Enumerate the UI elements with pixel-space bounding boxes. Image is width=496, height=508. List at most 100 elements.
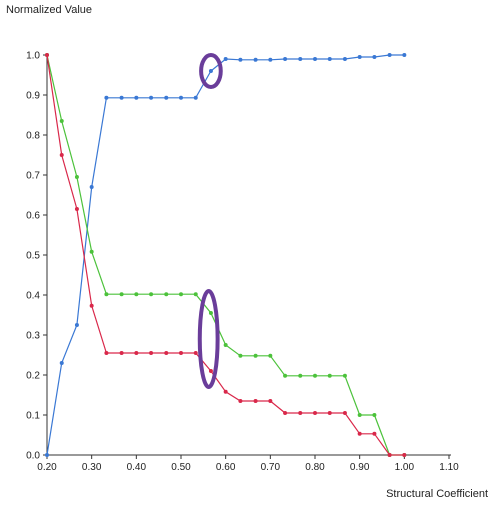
x-axis-title: Structural Coefficient <box>386 488 488 500</box>
series-3-point <box>387 453 392 457</box>
series-3-point <box>327 411 332 415</box>
series-3-point <box>283 411 288 415</box>
series-3-point <box>223 389 228 394</box>
series-1-point <box>179 95 183 100</box>
y-tick-label: 0.4 <box>26 291 40 302</box>
series-2-point <box>372 413 377 417</box>
series-1-point <box>253 57 258 62</box>
series-group <box>45 53 407 457</box>
series-line-1 <box>46 54 405 456</box>
series-1-point <box>223 57 228 61</box>
series-1-point <box>208 69 213 73</box>
y-tick-label: 0.3 <box>26 331 40 342</box>
series-3-point <box>208 369 213 373</box>
series-2-point <box>238 353 243 358</box>
series-1-point <box>283 57 288 61</box>
annotations-group <box>197 53 223 389</box>
series-1-point <box>134 95 139 100</box>
series-2-point <box>223 343 228 347</box>
series-3-point <box>357 431 362 436</box>
series-2-point <box>268 353 273 358</box>
series-3-point <box>238 399 243 403</box>
series-3-point <box>342 411 347 415</box>
series-1-point <box>149 95 154 100</box>
series-3-point <box>134 351 139 355</box>
series-2-point <box>313 373 317 378</box>
series-2-point <box>253 353 258 358</box>
series-3-point <box>164 351 169 355</box>
axes: 0.20 0.30 0.40 0.50 0.60 0.70 0.80 0.90 1.00 1.10… <box>26 51 459 474</box>
x-tick-label: 0.20 <box>37 462 57 473</box>
series-2-point <box>179 292 183 297</box>
series-3-point <box>402 453 407 457</box>
series-2-point <box>119 292 124 297</box>
x-tick-label: 1.10 <box>439 462 459 473</box>
series-3-point <box>179 351 183 355</box>
series-1-point <box>164 95 169 100</box>
series-2-point <box>89 249 94 254</box>
series-1-point <box>268 57 273 62</box>
series-2-point <box>74 175 79 179</box>
series-1-point <box>104 95 109 100</box>
series-1-point <box>119 95 124 100</box>
series-1-point <box>402 53 407 57</box>
series-2-point <box>208 311 213 315</box>
series-3-point <box>298 411 303 415</box>
highlight-ellipse <box>197 289 220 389</box>
highlight-ellipse <box>199 53 223 89</box>
x-tick-label: 0.40 <box>127 462 147 473</box>
series-line-3 <box>46 54 405 456</box>
series-2-point <box>298 373 303 378</box>
series-3-point <box>104 351 109 355</box>
y-tick-label: 0.0 <box>26 451 40 462</box>
y-tick-label: 1.0 <box>26 51 40 62</box>
series-1-point <box>45 453 49 457</box>
y-tick-label: 0.6 <box>26 211 40 222</box>
series-1-point <box>313 57 317 61</box>
y-tick-label: 0.7 <box>26 171 40 182</box>
series-1-point <box>298 57 303 61</box>
x-tick-label: 0.70 <box>261 462 281 473</box>
series-3-point <box>89 303 94 308</box>
series-3-point <box>74 207 79 211</box>
y-tick-label: 0.1 <box>26 411 40 422</box>
series-2-point <box>283 373 288 378</box>
series-3-point <box>268 399 273 403</box>
series-2-point <box>327 373 332 378</box>
series-1-point <box>327 57 332 61</box>
series-1-point <box>342 57 347 61</box>
x-tick-label: 0.30 <box>82 462 102 473</box>
y-tick-label: 0.9 <box>26 91 40 102</box>
series-1-point <box>372 55 377 59</box>
series-2-point <box>357 413 362 417</box>
series-3-point <box>59 153 64 157</box>
series-2-point <box>164 292 169 297</box>
series-3-point <box>193 351 198 355</box>
x-tick-label: 0.60 <box>216 462 236 473</box>
series-2-point <box>149 292 154 297</box>
y-tick-label: 0.2 <box>26 371 40 382</box>
y-tick-label: 0.5 <box>26 251 40 262</box>
series-3-point <box>45 53 49 57</box>
series-2-point <box>59 119 64 123</box>
series-3-point <box>119 351 124 355</box>
x-tick-label: 0.50 <box>171 462 191 473</box>
series-2-point <box>193 292 198 297</box>
series-1-point <box>193 95 198 100</box>
series-3-point <box>149 351 154 355</box>
y-axis-title: Normalized Value <box>6 4 93 16</box>
series-1-point <box>357 55 362 59</box>
x-tick-label: 0.80 <box>305 462 325 473</box>
series-1-point <box>74 323 79 327</box>
series-1-point <box>59 361 64 365</box>
series-1-point <box>238 57 243 62</box>
series-2-point <box>104 292 109 297</box>
series-2-point <box>134 292 139 297</box>
series-3-point <box>372 431 377 436</box>
series-2-point <box>342 373 347 378</box>
y-tick-label: 0.8 <box>26 131 40 142</box>
series-1-point <box>387 53 392 57</box>
x-tick-label: 0.90 <box>350 462 370 473</box>
series-3-point <box>313 411 317 415</box>
